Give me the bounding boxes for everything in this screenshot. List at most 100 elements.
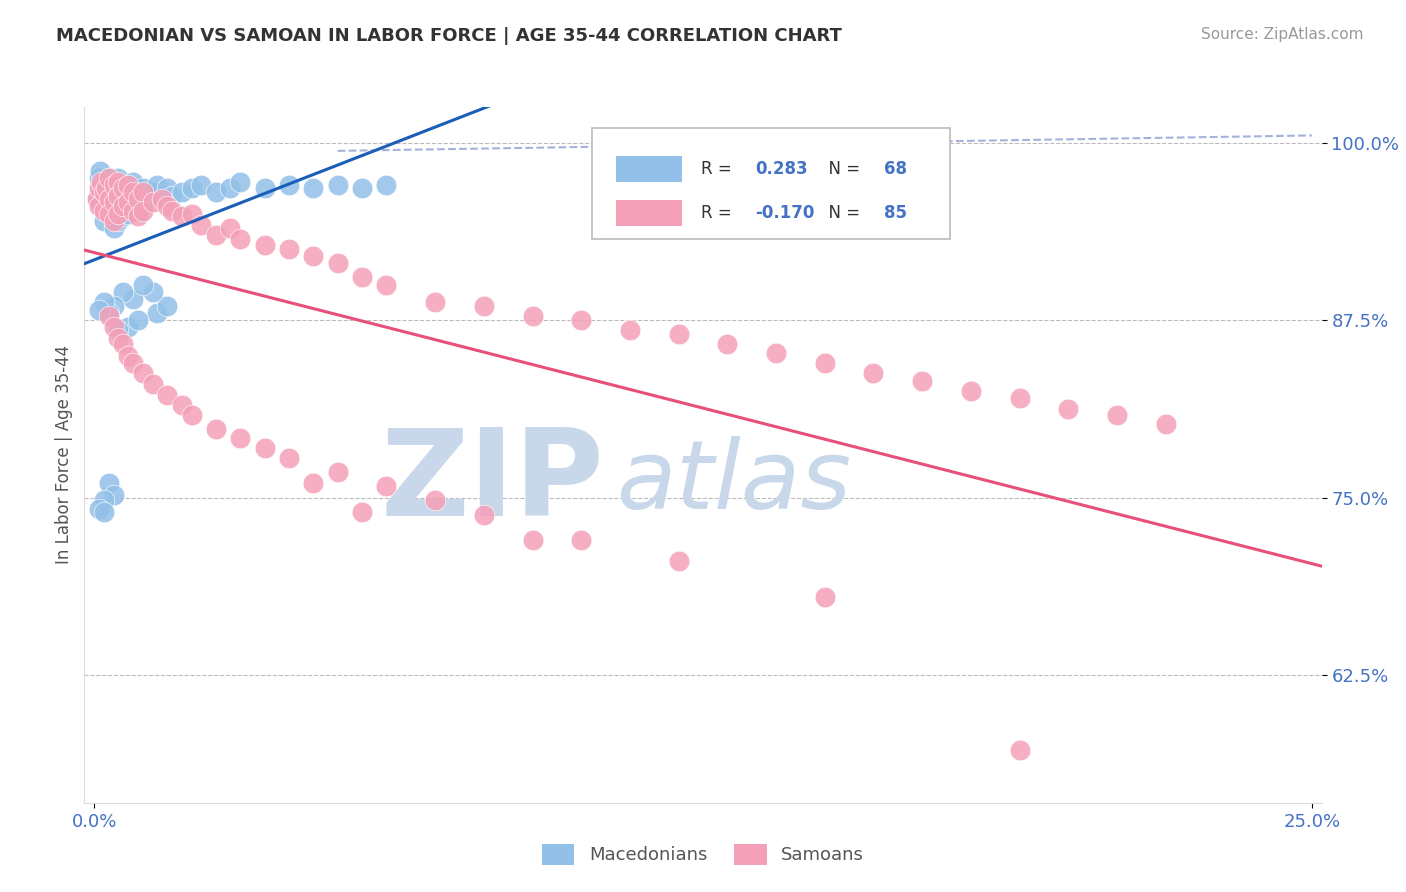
- Point: [142, 376, 165, 391]
- Point: [103, 213, 125, 227]
- Point: [112, 285, 135, 299]
- Point: [960, 384, 983, 398]
- Point: [132, 186, 155, 200]
- Point: [205, 227, 228, 242]
- Point: [302, 181, 325, 195]
- Point: [219, 220, 242, 235]
- Point: [117, 178, 139, 193]
- Point: [117, 192, 139, 206]
- Point: [107, 186, 129, 200]
- Text: R =: R =: [700, 203, 737, 222]
- Point: [112, 199, 135, 213]
- Point: [150, 192, 173, 206]
- Point: [1008, 743, 1031, 757]
- Point: [97, 199, 120, 213]
- Point: [103, 178, 125, 193]
- Point: [142, 285, 165, 299]
- Point: [93, 186, 115, 200]
- Point: [160, 203, 183, 218]
- Point: [278, 450, 301, 465]
- Point: [862, 366, 884, 380]
- Point: [117, 206, 139, 220]
- Point: [1008, 391, 1031, 405]
- Text: ZIP: ZIP: [380, 425, 605, 541]
- Point: [117, 349, 139, 363]
- Point: [97, 206, 120, 220]
- Point: [180, 181, 202, 195]
- Text: N =: N =: [818, 160, 866, 178]
- Point: [132, 366, 155, 380]
- Point: [112, 210, 135, 224]
- Point: [112, 181, 135, 195]
- Point: [86, 192, 108, 206]
- Point: [146, 306, 169, 320]
- Point: [375, 178, 398, 193]
- Point: [127, 203, 149, 218]
- Point: [423, 294, 446, 309]
- Point: [103, 299, 125, 313]
- Text: atlas: atlas: [616, 436, 852, 529]
- Point: [160, 189, 183, 203]
- Point: [107, 323, 129, 337]
- Point: [156, 388, 179, 402]
- Point: [170, 186, 193, 200]
- Point: [1154, 417, 1177, 431]
- Point: [103, 488, 125, 502]
- Point: [326, 256, 349, 270]
- Point: [716, 337, 738, 351]
- Point: [619, 323, 641, 337]
- Point: [117, 178, 139, 193]
- Point: [103, 220, 125, 235]
- Point: [87, 303, 110, 318]
- Text: MACEDONIAN VS SAMOAN IN LABOR FORCE | AGE 35-44 CORRELATION CHART: MACEDONIAN VS SAMOAN IN LABOR FORCE | AG…: [56, 27, 842, 45]
- Point: [302, 249, 325, 263]
- Point: [117, 195, 139, 210]
- Point: [180, 408, 202, 422]
- Point: [136, 192, 159, 206]
- Point: [668, 554, 690, 568]
- Point: [97, 186, 120, 200]
- Point: [87, 199, 110, 213]
- Point: [522, 533, 544, 548]
- Point: [229, 175, 252, 189]
- Text: 85: 85: [884, 203, 907, 222]
- Point: [112, 337, 135, 351]
- Point: [142, 186, 165, 200]
- Point: [229, 232, 252, 246]
- Point: [89, 164, 111, 178]
- Point: [122, 186, 145, 200]
- Point: [97, 306, 120, 320]
- Point: [96, 181, 118, 195]
- Point: [127, 186, 149, 200]
- Point: [93, 294, 115, 309]
- Point: [350, 181, 373, 195]
- Point: [97, 171, 120, 186]
- Point: [156, 199, 179, 213]
- Point: [127, 313, 149, 327]
- Point: [229, 431, 252, 445]
- Point: [87, 171, 110, 186]
- Point: [107, 189, 129, 203]
- Point: [156, 299, 179, 313]
- Point: [93, 493, 115, 508]
- Point: [93, 213, 115, 227]
- Point: [112, 181, 135, 195]
- Point: [103, 195, 125, 210]
- Point: [146, 178, 169, 193]
- Point: [472, 508, 495, 522]
- Point: [1057, 402, 1080, 417]
- Point: [100, 181, 122, 195]
- Point: [326, 178, 349, 193]
- FancyBboxPatch shape: [616, 156, 682, 182]
- Point: [107, 175, 129, 189]
- Point: [132, 277, 155, 292]
- Point: [93, 505, 115, 519]
- Point: [97, 171, 120, 186]
- Point: [127, 192, 149, 206]
- Point: [253, 237, 276, 252]
- Point: [814, 356, 837, 370]
- Legend: Macedonians, Samoans: Macedonians, Samoans: [533, 835, 873, 874]
- FancyBboxPatch shape: [616, 200, 682, 226]
- Point: [569, 533, 592, 548]
- Point: [107, 199, 129, 213]
